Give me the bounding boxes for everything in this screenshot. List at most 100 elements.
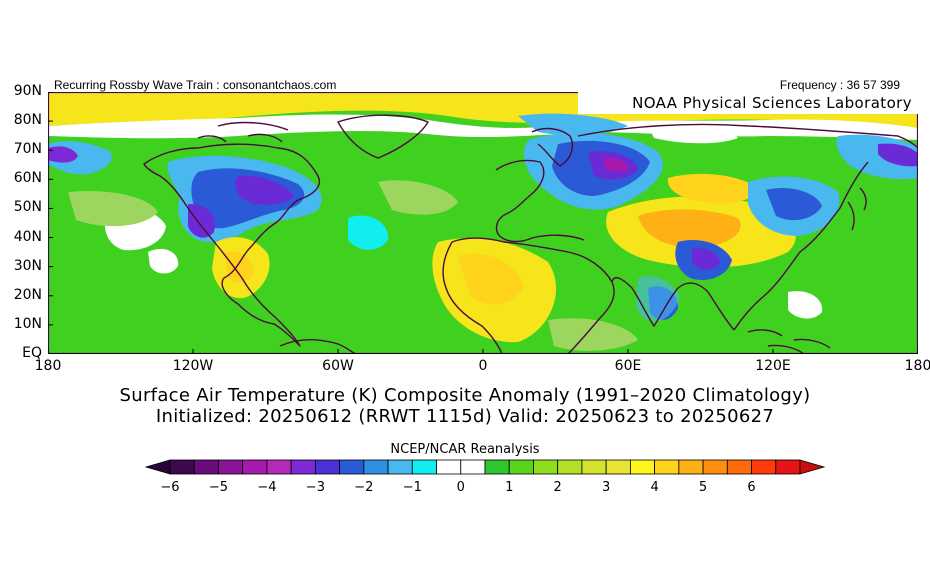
colorbar-swatch [581,459,607,475]
lon-label: 180 [904,358,930,374]
header-left-text: Recurring Rossby Wave Train : consonantc… [54,78,337,92]
arctic-cyan-patch [518,113,628,136]
europe-cool-deep [604,157,629,173]
colorbar-swatch [751,459,777,475]
colorbar-tick-label: 6 [747,480,755,495]
tibet-cool-core [692,247,720,270]
coast-south-america [279,339,357,354]
na-cool-core [235,175,294,205]
colorbar-tick-label: 1 [505,480,513,495]
colorbar-swatch [654,459,680,475]
map-title-line1: Surface Air Temperature (K) Composite An… [119,385,811,406]
lab-label-box [578,92,918,114]
lat-label: 50N [13,199,42,216]
indian-light-green [548,318,638,351]
colorbar-swatch [363,459,389,475]
lat-label: 10N [13,315,42,332]
header-frequency-text: Frequency : 36 57 399 [779,78,900,92]
lat-label: 40N [13,228,42,245]
africa-warm-core [458,253,524,305]
colorbar-tick-label: 4 [650,480,658,495]
atlantic-light-green [378,180,458,215]
colorbar: −6 −5 −4 −3 −2 −1 0 1 2 3 4 5 6 [144,459,826,495]
lat-label: 60N [13,170,42,187]
na-west-cool [188,204,215,238]
coastlines [143,114,918,354]
colorbar-swatch [339,459,365,475]
colorbar-swatch [266,459,292,475]
coast-greenland [337,114,429,159]
colorbar-tick-label: −6 [160,480,179,495]
colorbar-swatch [557,459,583,475]
colorbar-swatch [218,459,244,475]
colorbar-swatch [726,459,752,475]
east-asia-cool-core [766,187,822,221]
india-cyan-patch [636,276,680,322]
atlantic-cyan-patch [348,215,389,250]
colorbar-tick-label: 5 [699,480,707,495]
colorbar-swatch [242,459,268,475]
colorbar-title: NCEP/NCAR Reanalysis [390,442,540,457]
central-asia-warm [667,173,758,204]
na-warm-core [224,251,254,283]
far-east-cool-core [878,143,918,167]
colorbar-swatch [436,459,462,475]
colorbar-tick-label: 2 [554,480,562,495]
colorbar-swatch [290,459,316,475]
colorbar-under-arrow [144,459,171,475]
white-patch-1 [148,248,179,274]
coast-asia [577,123,918,331]
colorbar-tick-label: −3 [306,480,325,495]
colorbar-swatch [387,459,413,475]
colorbar-swatch [411,459,437,475]
lon-label: 120W [172,358,214,374]
colorbar-tick-label: −1 [403,480,422,495]
colorbar-tick-label: −5 [209,480,228,495]
coast-arctic-islands [197,121,289,143]
colorbar-tick-label: 0 [457,480,465,495]
colorbar-tick-label: −2 [354,480,373,495]
lat-label: 30N [13,257,42,274]
colorbar-swatch [508,459,534,475]
coast-indonesia [747,329,831,354]
colorbar-swatch [775,459,801,475]
anomaly-map-canvas [48,92,918,354]
colorbar-swatch [605,459,631,475]
white-patch-2 [788,291,823,319]
lat-label: 80N [13,112,42,129]
colorbar-over-arrow [799,459,826,475]
coast-japan [847,187,867,231]
lon-label: 60E [614,358,642,374]
colorbar-tick-label: −4 [257,480,276,495]
pacific-light-green [68,190,158,227]
pacific-cool-core [48,146,78,163]
latitude-ticks [48,92,53,354]
map-title-line2: Initialized: 20250612 (RRWT 1115d) Valid… [155,406,775,427]
colorbar-swatch [702,459,728,475]
lat-label: 20N [13,286,42,303]
asia-warm-core [638,209,741,248]
lon-label: 180 [34,358,62,374]
colorbar-swatch [169,459,195,475]
coast-north-america [143,143,321,347]
lat-label: 90N [13,83,42,99]
lon-label: 120E [755,358,791,374]
colorbar-tick-label: 3 [602,480,610,495]
longitude-ticks [48,349,918,354]
colorbar-swatch [533,459,559,475]
coast-europe [495,159,585,243]
coast-scandinavia [531,127,574,167]
colorbar-swatch [314,459,341,475]
colorbar-swatch [629,459,656,475]
lon-label: 0 [478,358,488,374]
colorbar-swatch [678,459,704,475]
lat-label: EQ [22,345,42,361]
colorbar-swatch [460,459,486,475]
anomaly-map: NOAA Physical Sciences Laboratory [48,92,918,354]
colorbar-swatch [484,459,510,475]
lon-label: 60W [322,358,354,374]
lat-label: 70N [13,141,42,158]
colorbar-swatch [193,459,219,475]
coast-africa [442,237,615,354]
lab-label: NOAA Physical Sciences Laboratory [632,94,912,112]
